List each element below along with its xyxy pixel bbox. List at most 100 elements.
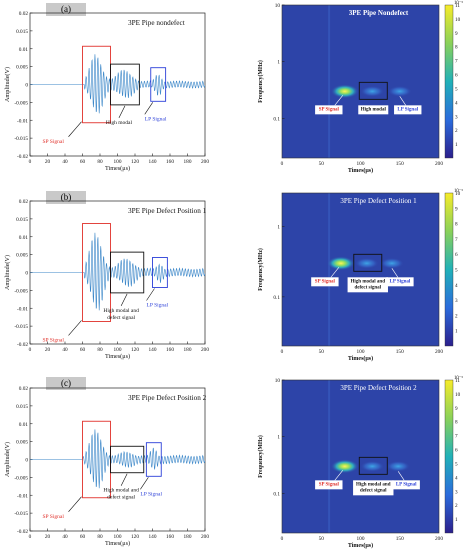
tf-high-modal-box: [353, 253, 383, 272]
tf-y-axis-label: Frequency(MHz): [257, 60, 264, 103]
tf-energy-blob: [360, 460, 385, 472]
colorbar-tick-label: 11: [455, 378, 460, 384]
x-tick-label: 80: [97, 159, 103, 165]
x-tick-label: 20: [45, 534, 51, 540]
tf-x-tick-label: 0: [281, 161, 284, 167]
x-tick-label: 180: [184, 534, 192, 540]
tf-sp-label: SP Signal: [319, 482, 340, 487]
colorbar-tick-label: 9: [455, 206, 458, 212]
time-plot-title: 3PE Pipe nondefect: [128, 19, 185, 27]
tf-sp-label: SP Signal: [319, 107, 340, 112]
y-tick-label: -0.01: [17, 306, 28, 312]
tf-high-modal-box: [358, 456, 388, 475]
high-modal-arrow: [118, 105, 126, 119]
x-tick-label: 0: [29, 534, 32, 540]
colorbar-tick-label: 2: [455, 128, 458, 134]
x-tick-label: 60: [80, 159, 86, 165]
x-tick-label: 80: [97, 534, 103, 540]
tf-y-tick-label: 1: [277, 435, 280, 441]
tf-x-tick-label: 200: [435, 349, 443, 355]
colorbar-tick-label: 1: [455, 517, 458, 523]
tf-background: [282, 380, 439, 533]
y-tick-label: -0.015: [14, 324, 28, 330]
high-modal-label: High modal: [106, 120, 133, 126]
tf-sp-arrow: [334, 95, 344, 106]
y-tick-label: 0.015: [16, 404, 28, 410]
tf-sp-arrow: [334, 470, 344, 481]
tf-sp-label-bg: [315, 480, 343, 490]
colorbar-tick-label: 5: [455, 461, 458, 467]
tf-sp-label-bg: [315, 105, 343, 115]
colorbar-exponent: 10⁻⁵: [454, 188, 463, 194]
sp-signal-label: SP Signal: [43, 337, 65, 343]
colorbar-tick-label: 6: [455, 252, 458, 258]
high-modal-label: High modal and: [103, 488, 139, 494]
tf-sp-label: SP Signal: [315, 279, 336, 284]
x-axis-label: Times(μs): [105, 540, 130, 547]
x-axis-label: Times(μs): [105, 353, 130, 360]
colorbar: [444, 4, 454, 159]
tf-high-label: defect signal: [360, 488, 387, 493]
x-tick-label: 100: [114, 534, 122, 540]
colorbar: [444, 192, 454, 347]
sp-arrow: [68, 320, 82, 336]
colorbar-tick-label: 3: [455, 298, 458, 304]
tf-x-tick-label: 100: [357, 349, 365, 355]
lp-signal-box: [152, 257, 168, 288]
tf-high-modal-box: [358, 81, 388, 100]
x-tick-label: 0: [29, 159, 32, 165]
tf-x-tick-label: 50: [319, 536, 325, 542]
colorbar-tick-label: 10: [455, 392, 461, 398]
tf-y-tick-label: 10: [275, 378, 281, 384]
colorbar-exponent: 10⁻⁵: [454, 0, 463, 6]
x-tick-label: 120: [131, 159, 139, 165]
x-tick-label: 160: [166, 534, 174, 540]
y-tick-label: 0.005: [16, 440, 28, 446]
tf-x-tick-label: 150: [396, 536, 404, 542]
x-tick-label: 100: [114, 159, 122, 165]
tf-high-label: High modal and: [356, 482, 391, 487]
tf-background: [282, 5, 439, 158]
colorbar-tick-label: 9: [455, 406, 458, 412]
tf-lp-label: LP Signal: [390, 279, 411, 284]
tf-x-axis-label: Times(μs): [348, 542, 373, 549]
tf-energy-blob: [354, 257, 379, 269]
tf-lp-label: LP Signal: [397, 107, 418, 112]
tf-high-label-bg: [347, 277, 388, 293]
tf-lp-label-bg: [394, 105, 422, 115]
tf-energy-blob: [330, 459, 359, 474]
lp-signal-label: LP Signal: [140, 491, 162, 497]
tf-energy-blob: [326, 256, 355, 271]
lp-signal-box: [150, 67, 167, 102]
y-axis-label: Amplitude(V): [4, 67, 11, 102]
y-tick-label: -0.01: [17, 493, 28, 499]
lp-arrow: [146, 288, 155, 301]
y-axis-label: Amplitude(V): [4, 255, 11, 290]
x-tick-label: 180: [184, 347, 192, 353]
high-modal-label: High modal and: [103, 308, 139, 314]
x-tick-label: 40: [62, 347, 68, 353]
tf-plot-frame-2: [281, 379, 440, 534]
tf-plot-title: 3PE Pipe Defect Position 2: [340, 384, 417, 392]
y-tick-label: -0.01: [17, 118, 28, 124]
high-modal-box: [110, 251, 145, 294]
colorbar-tick-label: 8: [455, 45, 458, 51]
tf-y-axis-label: Frequency(MHz): [257, 248, 264, 291]
x-tick-label: 80: [97, 347, 103, 353]
colorbar-tick-label: 7: [455, 59, 458, 65]
tf-x-tick-label: 0: [281, 349, 284, 355]
colorbar-tick-label: 6: [455, 73, 458, 79]
sp-signal-label: SP Signal: [43, 514, 65, 520]
lp-arrow: [144, 102, 153, 115]
high-modal-arrow: [120, 473, 128, 486]
x-axis-label: Times(μs): [105, 165, 130, 172]
colorbar-tick-label: 1: [455, 329, 458, 335]
y-tick-label: 0.005: [16, 253, 28, 259]
tf-y-tick-label: 1: [277, 60, 280, 66]
colorbar-tick-label: 3: [455, 489, 458, 495]
y-tick-label: -0.02: [17, 529, 28, 535]
x-tick-label: 40: [62, 534, 68, 540]
waveform-series: [30, 429, 206, 489]
tf-high-label: High modal: [361, 107, 387, 112]
